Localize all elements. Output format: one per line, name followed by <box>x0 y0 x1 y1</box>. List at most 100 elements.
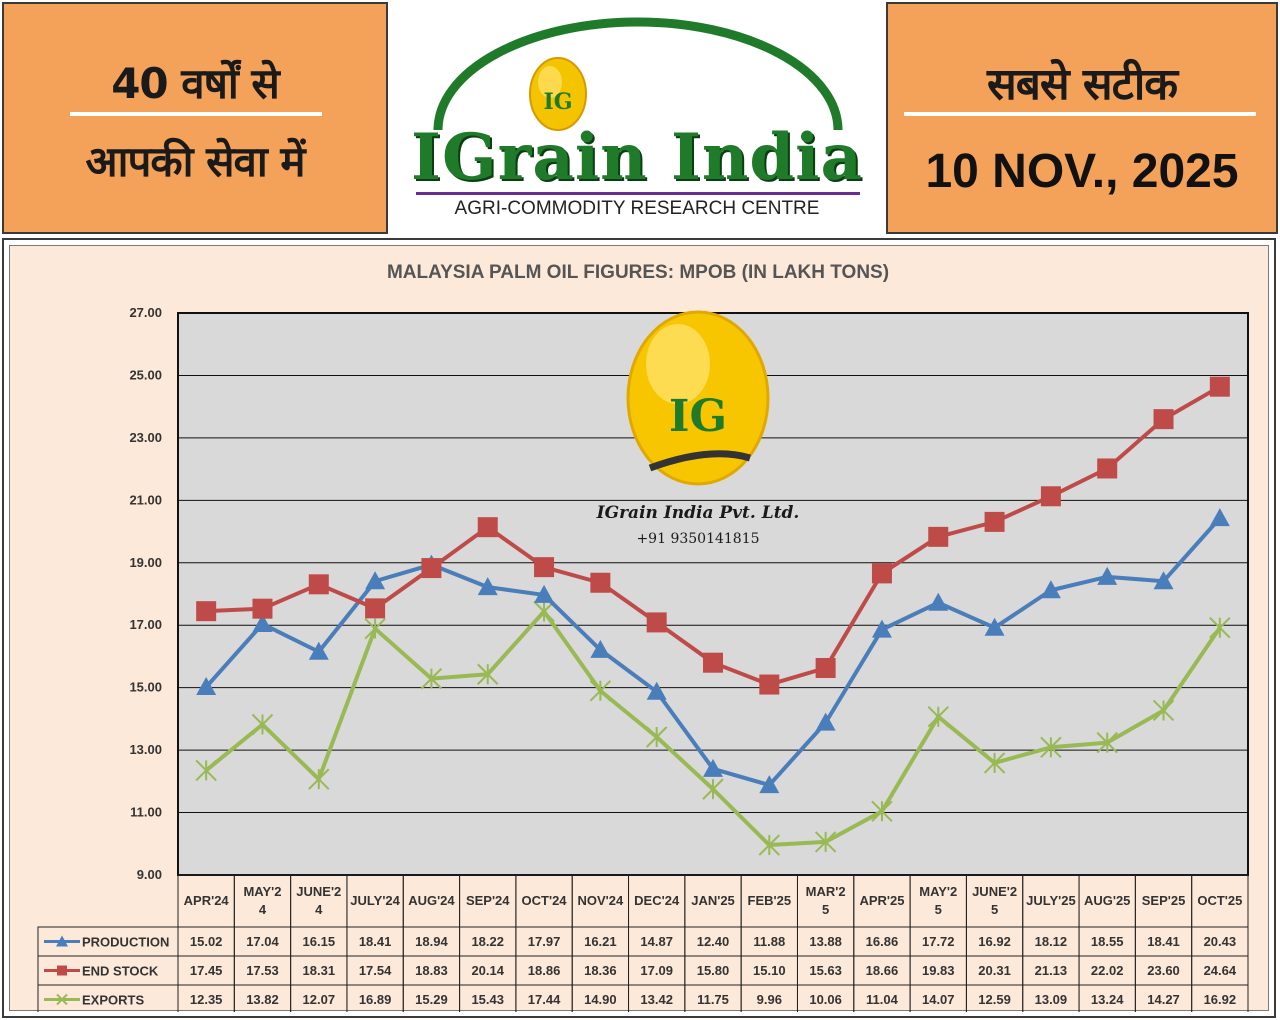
data-value-label: 12.59 <box>978 992 1011 1007</box>
production-point <box>365 571 386 590</box>
x-category-label: APR'24 <box>184 893 230 908</box>
y-tick-label: 11.00 <box>130 805 162 820</box>
y-axis: 27.00 25.00 23.00 21.00 19.00 17.00 15.00 13.00… <box>129 305 162 882</box>
end-stock-point <box>252 598 273 619</box>
data-table: APR'24 MAY'2 4 JUNE'2 4 JULY'24 AUG'24 SEP'24 OC… <box>37 874 1249 1012</box>
watermark-logo-letters: IG <box>669 391 727 442</box>
data-value-label: 12.40 <box>697 934 730 949</box>
data-value-label: 17.45 <box>190 963 223 978</box>
exports-point <box>983 752 1006 774</box>
exports-point <box>1040 736 1062 759</box>
end-stock-point <box>759 674 780 695</box>
production-point <box>928 592 949 611</box>
legend-marker <box>56 993 68 1006</box>
end-stock-point <box>928 526 949 547</box>
production-point <box>590 639 611 658</box>
exports-point <box>533 600 555 623</box>
y-tick-label: 27.00 <box>129 305 162 320</box>
data-value-label: 14.90 <box>584 992 617 1007</box>
legend-label: EXPORTS <box>82 993 144 1008</box>
exports-point <box>251 713 274 736</box>
star-icon <box>56 993 68 1006</box>
production-point <box>984 617 1005 636</box>
chart-title: MALAYSIA PALM OIL FIGURES: MPOB (IN LAKH… <box>387 262 889 283</box>
chart-area: MALAYSIA PALM OIL FIGURES: MPOB (IN LAKH… <box>9 245 1269 1012</box>
exports-point <box>1096 731 1118 754</box>
exports-point <box>308 768 330 790</box>
legend-marker <box>56 935 68 947</box>
data-value-label: 18.55 <box>1091 934 1124 949</box>
brand-coin-icon: IG <box>529 57 587 131</box>
y-tick-label: 9.00 <box>137 867 162 882</box>
data-value-label: 15.63 <box>809 963 842 978</box>
end-stock-point <box>421 558 442 579</box>
brand-arc-graphic: IG <box>433 17 843 131</box>
data-value-label: 13.42 <box>640 992 673 1007</box>
data-value-label: 13.82 <box>246 992 279 1007</box>
production-point <box>196 677 217 696</box>
x-category-label: APR'25 <box>859 893 904 908</box>
x-category-label: DEC'24 <box>634 893 680 908</box>
exports-point <box>1152 699 1175 722</box>
brand-underline <box>416 192 860 195</box>
data-value-label: 14.27 <box>1147 992 1180 1007</box>
series-lines <box>195 376 1231 856</box>
tagline-divider <box>70 112 322 116</box>
data-value-label: 17.04 <box>246 934 279 949</box>
production-point <box>759 775 780 794</box>
y-tick-label: 17.00 <box>129 617 162 632</box>
data-value-label: 16.92 <box>1204 992 1237 1007</box>
x-category-label: FEB'25 <box>748 893 792 908</box>
x-category-label: 5 <box>991 902 998 917</box>
data-value-label: 18.86 <box>528 963 561 978</box>
category-cell <box>290 874 348 928</box>
x-category-label: JUNE'2 <box>972 884 1017 899</box>
data-value-label: 15.29 <box>415 992 448 1007</box>
data-value-label: 18.31 <box>303 963 336 978</box>
category-cell <box>233 874 292 928</box>
data-value-label: 11.88 <box>753 934 785 949</box>
exports-point <box>420 667 443 690</box>
x-category-label: MAY'2 <box>243 884 281 899</box>
accuracy-divider <box>904 112 1256 116</box>
end-stock-point <box>703 652 723 673</box>
production-point <box>1097 566 1118 585</box>
exports-point <box>645 726 668 748</box>
data-value-label: 11.04 <box>866 992 899 1007</box>
data-value-label: 16.86 <box>866 934 899 949</box>
exports-point <box>589 680 612 702</box>
data-value-label: 16.89 <box>359 992 392 1007</box>
data-value-label: 24.64 <box>1204 963 1237 978</box>
data-value-label: 20.43 <box>1204 934 1237 949</box>
triangle-icon <box>56 935 68 947</box>
x-category-label: SEP'24 <box>466 893 510 908</box>
data-value-label: 15.02 <box>190 934 223 949</box>
production-point <box>646 681 667 700</box>
end-stock-point <box>365 598 386 619</box>
watermark-company: IGrain India Pvt. Ltd. <box>596 503 800 523</box>
production-point <box>1209 508 1230 527</box>
end-stock-point <box>1153 409 1174 430</box>
data-value-label: 16.92 <box>978 934 1011 949</box>
watermark-logo-icon: IG <box>626 310 770 486</box>
data-value-label: 18.83 <box>415 963 448 978</box>
x-category-label: JULY'25 <box>1026 893 1076 908</box>
legend-label: PRODUCTION <box>82 935 169 950</box>
data-value-label: 19.83 <box>922 963 955 978</box>
exports-point <box>871 800 893 823</box>
end-stock-point <box>646 612 667 633</box>
x-category-label: JULY'24 <box>350 893 400 908</box>
x-category-label: MAR'2 <box>806 884 846 899</box>
production-point <box>534 584 555 603</box>
data-value-label: 22.02 <box>1091 963 1124 978</box>
production-point <box>477 577 498 596</box>
data-value-label: 11.75 <box>697 992 729 1007</box>
data-value-label: 18.41 <box>1147 934 1180 949</box>
y-tick-label: 21.00 <box>129 492 162 507</box>
exports-point <box>927 705 949 728</box>
exports-point <box>195 759 217 782</box>
data-value-label: 12.35 <box>190 992 223 1007</box>
category-cell <box>965 874 1024 928</box>
exports-point <box>702 778 724 800</box>
data-value-label: 9.96 <box>757 992 782 1007</box>
